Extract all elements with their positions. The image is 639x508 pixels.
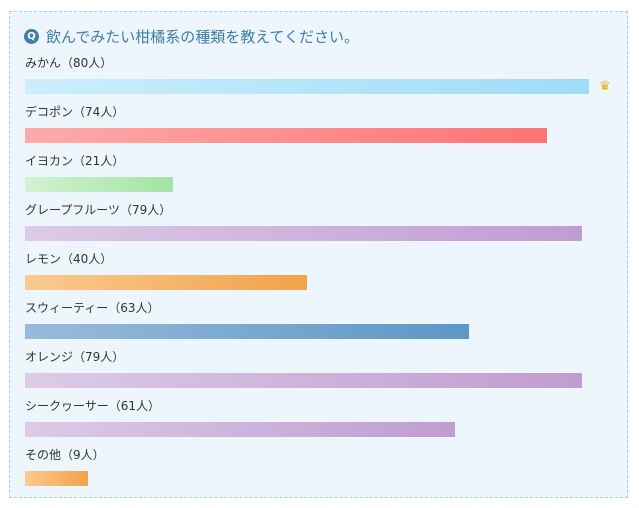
bar-label: レモン（40人） bbox=[25, 252, 113, 266]
bar bbox=[25, 324, 469, 339]
question-icon: Q bbox=[24, 28, 39, 44]
bar-label: シークヮーサー（61人） bbox=[25, 399, 161, 413]
bar-label: みかん（80人） bbox=[25, 56, 113, 70]
question-text: 飲んでみたい柑橘系の種類を教えてください。 bbox=[46, 27, 360, 46]
bar-label: デコポン（74人） bbox=[25, 105, 125, 119]
bar bbox=[25, 177, 173, 192]
crown-icon: ♛ bbox=[599, 79, 611, 94]
bar bbox=[25, 128, 547, 143]
bar-label: その他（9人） bbox=[25, 448, 105, 462]
bar-label: イヨカン（21人） bbox=[25, 154, 125, 168]
question-header: Q 飲んでみたい柑橘系の種類を教えてください。 bbox=[24, 26, 359, 46]
bar bbox=[25, 471, 88, 486]
bar-label: スウィーティー（63人） bbox=[25, 301, 160, 315]
survey-result-panel: Q 飲んでみたい柑橘系の種類を教えてください。 みかん（80人） ♛ デコポン（74… bbox=[9, 11, 628, 498]
bar bbox=[25, 275, 307, 290]
bar-label: オレンジ（79人） bbox=[25, 350, 125, 364]
bar-label: グレープフルーツ（79人） bbox=[25, 203, 172, 217]
bar bbox=[25, 226, 582, 241]
bar bbox=[25, 79, 589, 94]
bar bbox=[25, 373, 582, 388]
bar bbox=[25, 422, 455, 437]
